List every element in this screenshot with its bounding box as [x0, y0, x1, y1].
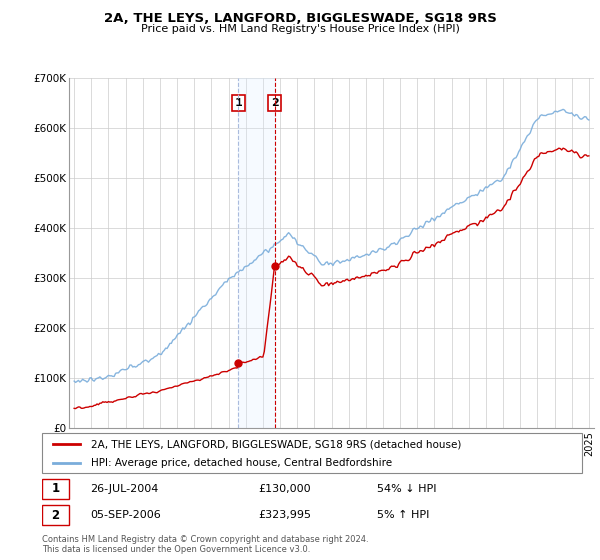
Text: 1: 1	[235, 98, 242, 108]
Text: 2: 2	[52, 509, 59, 522]
FancyBboxPatch shape	[42, 479, 69, 499]
FancyBboxPatch shape	[42, 505, 69, 525]
Text: 1: 1	[52, 482, 59, 495]
Text: £323,995: £323,995	[258, 510, 311, 520]
Text: 2: 2	[271, 98, 278, 108]
Text: Price paid vs. HM Land Registry's House Price Index (HPI): Price paid vs. HM Land Registry's House …	[140, 24, 460, 34]
Text: Contains HM Land Registry data © Crown copyright and database right 2024.
This d: Contains HM Land Registry data © Crown c…	[42, 535, 368, 554]
Text: 26-JUL-2004: 26-JUL-2004	[91, 484, 159, 494]
Text: 05-SEP-2006: 05-SEP-2006	[91, 510, 161, 520]
Text: HPI: Average price, detached house, Central Bedfordshire: HPI: Average price, detached house, Cent…	[91, 458, 392, 468]
Text: 54% ↓ HPI: 54% ↓ HPI	[377, 484, 436, 494]
Bar	[238, 78, 275, 428]
Text: 2A, THE LEYS, LANGFORD, BIGGLESWADE, SG18 9RS (detached house): 2A, THE LEYS, LANGFORD, BIGGLESWADE, SG1…	[91, 439, 461, 449]
Text: 2A, THE LEYS, LANGFORD, BIGGLESWADE, SG18 9RS: 2A, THE LEYS, LANGFORD, BIGGLESWADE, SG1…	[104, 12, 496, 25]
FancyBboxPatch shape	[42, 433, 582, 473]
Text: 5% ↑ HPI: 5% ↑ HPI	[377, 510, 429, 520]
Text: £130,000: £130,000	[258, 484, 311, 494]
